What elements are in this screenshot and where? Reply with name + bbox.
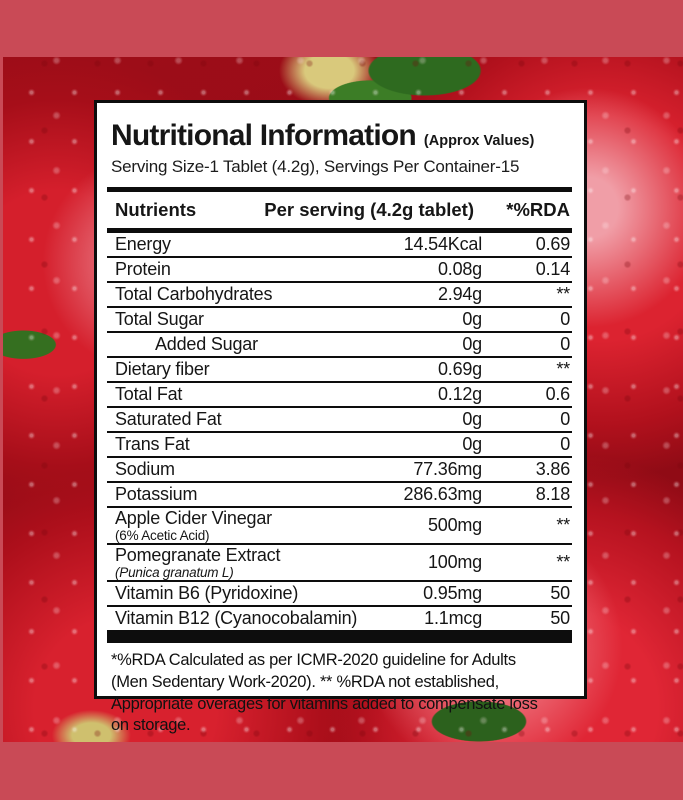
nutrient-rda: ** bbox=[556, 284, 570, 304]
header-rda: *%RDA bbox=[506, 199, 570, 220]
table-row: Added Sugar 0g 0 bbox=[107, 333, 572, 358]
table-row: Apple Cider Vinegar (6% Acetic Acid) 500mg… bbox=[107, 508, 572, 545]
nutrient-rda: 0.69 bbox=[535, 234, 570, 254]
nutrient-rda: ** bbox=[556, 552, 570, 572]
nutrient-value: 77.36mg bbox=[413, 459, 482, 479]
table-header-row: Nutrients Per serving (4.2g tablet) *%RD… bbox=[107, 192, 572, 228]
nutrient-rda: 0 bbox=[560, 309, 570, 329]
nutrient-rda: ** bbox=[556, 515, 570, 535]
nutrient-name: Added Sugar bbox=[155, 334, 258, 355]
nutrient-value: 0.69g bbox=[437, 359, 482, 379]
nutrient-name: Apple Cider Vinegar (6% Acetic Acid) bbox=[107, 508, 362, 543]
divider-thick-header bbox=[107, 228, 572, 233]
table-row: Trans Fat 0g 0 bbox=[107, 433, 572, 458]
nutrient-name: Potassium bbox=[115, 484, 198, 505]
header-nutrients: Nutrients bbox=[115, 199, 197, 220]
nutrient-name: Total Carbohydrates bbox=[115, 284, 273, 305]
nutrient-name: Saturated Fat bbox=[115, 409, 222, 430]
nutrient-value: 0g bbox=[462, 334, 482, 354]
nutrient-rda: 0 bbox=[560, 434, 570, 454]
table-row: Protein 0.08g 0.14 bbox=[107, 258, 572, 283]
nutrient-value: 0g bbox=[462, 409, 482, 429]
table-row: Saturated Fat 0g 0 bbox=[107, 408, 572, 433]
nutrient-value: 0.08g bbox=[437, 259, 482, 279]
rda-footnote: *%RDA Calculated as per ICMR-2020 guidel… bbox=[111, 651, 538, 735]
nutrient-value: 0g bbox=[462, 309, 482, 329]
nutrient-rda: ** bbox=[556, 359, 570, 379]
nutrient-rda: 50 bbox=[550, 583, 570, 603]
nutrient-value: 2.94g bbox=[437, 284, 482, 304]
nutrient-name: Total Fat bbox=[115, 384, 183, 405]
nutrition-label-panel: Nutritional Information (Approx Values) … bbox=[94, 100, 587, 734]
nutrient-name: Trans Fat bbox=[115, 434, 190, 455]
nutrient-subtext: (Punica granatum L) bbox=[115, 564, 234, 580]
label-title-row: Nutritional Information (Approx Values) bbox=[111, 119, 572, 153]
nutrient-name: Pomegranate Extract (Punica granatum L) bbox=[107, 545, 362, 580]
nutrient-name: Sodium bbox=[115, 459, 175, 480]
nutrient-value: 1.1mcg bbox=[424, 608, 482, 628]
nutrient-rda: 8.18 bbox=[535, 484, 570, 504]
nutrient-rda: 0 bbox=[560, 334, 570, 354]
divider-thick-top bbox=[107, 187, 572, 192]
nutrient-value: 0g bbox=[462, 434, 482, 454]
serving-size-line: Serving Size-1 Tablet (4.2g), Servings P… bbox=[111, 157, 520, 176]
label-title-suffix: (Approx Values) bbox=[423, 133, 535, 149]
nutrient-value: 286.63mg bbox=[403, 484, 483, 504]
header-per-serving: Per serving (4.2g tablet) bbox=[264, 199, 474, 220]
nutrient-rda: 0 bbox=[560, 409, 570, 429]
nutrient-name: Protein bbox=[115, 259, 171, 280]
nutrient-value: 500mg bbox=[427, 515, 482, 535]
table-row: Total Carbohydrates 2.94g ** bbox=[107, 283, 572, 308]
table-row: Pomegranate Extract (Punica granatum L) 10… bbox=[107, 545, 572, 582]
nutrient-rda: 0.6 bbox=[545, 384, 571, 404]
divider-heavy-bottom bbox=[107, 630, 572, 643]
nutrient-subtext: (6% Acetic Acid) bbox=[115, 527, 210, 543]
table-row: Dietary fiber 0.69g ** bbox=[107, 358, 572, 383]
table-row: Total Sugar 0g 0 bbox=[107, 308, 572, 333]
nutrient-name: Total Sugar bbox=[115, 309, 204, 330]
table-row: Potassium 286.63mg 8.18 bbox=[107, 483, 572, 508]
nutrient-value: 14.54Kcal bbox=[403, 234, 482, 254]
nutrient-name: Energy bbox=[115, 234, 171, 255]
label-title: Nutritional Information bbox=[111, 119, 417, 152]
nutrient-rda: 50 bbox=[550, 608, 570, 628]
nutrient-value: 100mg bbox=[427, 552, 482, 572]
nutrition-table-body: Energy 14.54Kcal 0.69 Protein 0.08g 0.14 Total… bbox=[107, 233, 572, 630]
nutrient-name: Dietary fiber bbox=[115, 359, 210, 380]
table-row: Energy 14.54Kcal 0.69 bbox=[107, 233, 572, 258]
table-row: Vitamin B6 (Pyridoxine) 0.95mg 50 bbox=[107, 582, 572, 607]
nutrient-name: Vitamin B6 (Pyridoxine) bbox=[115, 583, 299, 604]
nutrient-name: Vitamin B12 (Cyanocobalamin) bbox=[115, 608, 358, 629]
nutrient-value: 0.12g bbox=[437, 384, 482, 404]
table-row: Vitamin B12 (Cyanocobalamin) 1.1mcg 50 bbox=[107, 607, 572, 630]
nutrient-rda: 0.14 bbox=[535, 259, 570, 279]
nutrient-value: 0.95mg bbox=[423, 583, 482, 603]
table-row: Sodium 77.36mg 3.86 bbox=[107, 458, 572, 483]
nutrient-rda: 3.86 bbox=[535, 459, 570, 479]
table-row: Total Fat 0.12g 0.6 bbox=[107, 383, 572, 408]
